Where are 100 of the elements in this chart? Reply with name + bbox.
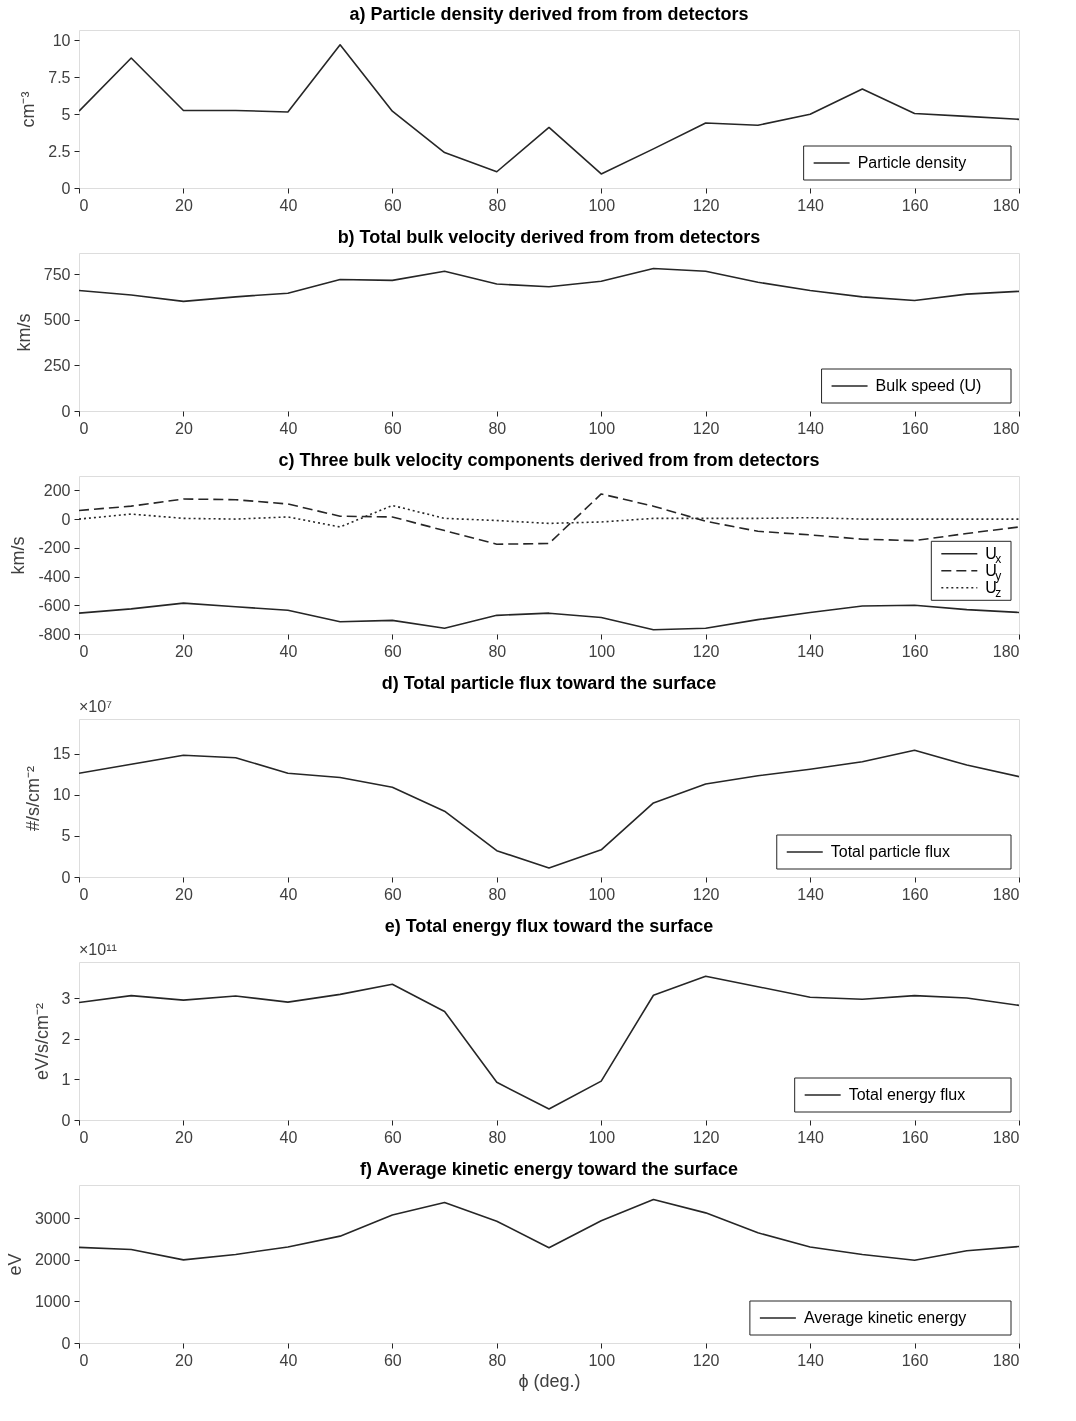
x-tick-label: 60 <box>383 885 402 903</box>
y-tick-label: -400 <box>38 568 71 586</box>
x-tick-label: 60 <box>383 1351 402 1369</box>
y-tick-label: 1 <box>61 1070 71 1088</box>
x-tick-label: 180 <box>992 1128 1020 1146</box>
x-tick-label: 20 <box>175 1351 193 1369</box>
x-tick-label: 80 <box>488 419 507 437</box>
x-tick-label: 80 <box>488 1351 507 1369</box>
x-tick-label: 160 <box>901 642 929 660</box>
y-tick-label: -200 <box>38 539 71 557</box>
x-tick-label: 140 <box>797 1128 825 1146</box>
y-axis-title: km/s <box>8 536 29 575</box>
x-tick-label: 120 <box>692 885 720 903</box>
x-tick-label: 40 <box>279 642 298 660</box>
x-tick-label: 100 <box>588 885 616 903</box>
y-tick-label: 0 <box>61 402 71 420</box>
legend-label: Total energy flux <box>848 1086 966 1103</box>
y-tick-label: 0 <box>61 1111 71 1129</box>
x-tick-label: 0 <box>79 1128 89 1146</box>
chart-title: f) Average kinetic energy toward the surface <box>360 1159 738 1179</box>
x-tick-label: 160 <box>901 1128 929 1146</box>
text: ×10¹¹ <box>79 941 117 958</box>
x-tick-label: 40 <box>279 196 298 214</box>
legend-label: Average kinetic energy <box>803 1309 967 1326</box>
x-tick-label: 0 <box>79 1351 89 1369</box>
y-tick-label: 15 <box>52 745 71 763</box>
y-tick-label: 3000 <box>34 1209 71 1227</box>
x-tick-label: 120 <box>692 1128 720 1146</box>
x-tick-label: 60 <box>383 642 402 660</box>
y-tick-label: 10 <box>52 31 71 49</box>
y-axis-title: eV/s/cm⁻² <box>31 1002 52 1081</box>
x-tick-label: 40 <box>279 419 298 437</box>
line-series <box>79 749 1019 869</box>
y-tick-label: 0 <box>61 179 71 197</box>
x-tick-label: 120 <box>692 419 720 437</box>
x-tick-label: 120 <box>692 196 720 214</box>
text: ×10⁷ <box>79 698 113 715</box>
legend-label: Bulk speed (U) <box>875 377 982 394</box>
x-tick-label: 160 <box>901 885 929 903</box>
y-tick-label: 750 <box>43 265 71 283</box>
chart-title: b) Total bulk velocity derived from from detectors <box>337 227 761 247</box>
x-tick-label: 160 <box>901 419 929 437</box>
x-tick-label: 140 <box>797 196 825 214</box>
x-tick-label: 0 <box>79 419 89 437</box>
x-tick-label: 40 <box>279 885 298 903</box>
line-series <box>79 602 1019 631</box>
y-tick-label: 200 <box>43 481 71 499</box>
chart-title: e) Total energy flux toward the surface <box>384 916 714 936</box>
x-tick-label: 140 <box>797 642 825 660</box>
x-tick-label: 180 <box>992 419 1020 437</box>
y-tick-label: 10 <box>52 786 71 804</box>
x-axis-title: ϕ (deg.) <box>518 1370 581 1391</box>
x-tick-label: 20 <box>175 885 193 903</box>
y-tick-label: 5 <box>61 105 71 123</box>
x-tick-label: 180 <box>992 885 1020 903</box>
x-tick-label: 80 <box>488 885 507 903</box>
line-series <box>79 267 1019 303</box>
y-tick-label: 2000 <box>34 1251 71 1269</box>
y-tick-label: -800 <box>38 625 71 643</box>
line-series <box>79 1198 1019 1262</box>
y-tick-label: 2.5 <box>48 142 71 160</box>
y-tick-label: 3 <box>61 989 71 1007</box>
x-tick-label: 100 <box>588 642 616 660</box>
y-axis-title: km/s <box>13 313 34 352</box>
x-tick-label: 80 <box>488 642 507 660</box>
x-tick-label: 80 <box>488 1128 507 1146</box>
x-tick-label: 0 <box>79 885 89 903</box>
y-tick-label: 500 <box>43 311 71 329</box>
y-axis-title: eV <box>4 1253 25 1276</box>
y-axis-title: #/s/cm⁻² <box>22 765 43 832</box>
x-tick-label: 0 <box>79 196 89 214</box>
x-tick-label: 100 <box>588 1128 616 1146</box>
x-tick-label: 20 <box>175 1128 193 1146</box>
y-tick-label: -600 <box>38 596 71 614</box>
y-tick-label: 1000 <box>34 1292 71 1310</box>
x-tick-label: 100 <box>588 196 616 214</box>
line-series <box>79 975 1019 1110</box>
x-tick-label: 120 <box>692 642 720 660</box>
y-tick-label: 5 <box>61 827 71 845</box>
y-tick-label: 2 <box>61 1030 71 1048</box>
x-tick-label: 20 <box>175 196 193 214</box>
x-tick-label: 120 <box>692 1351 720 1369</box>
x-tick-label: 140 <box>797 885 825 903</box>
x-tick-label: 180 <box>992 642 1020 660</box>
y-tick-label: 0 <box>61 868 71 886</box>
x-tick-label: 140 <box>797 1351 825 1369</box>
x-tick-label: 40 <box>279 1128 298 1146</box>
x-tick-label: 40 <box>279 1351 298 1369</box>
x-tick-label: 100 <box>588 419 616 437</box>
y-tick-label: 0 <box>61 1334 71 1352</box>
x-tick-label: 60 <box>383 196 402 214</box>
legend-label: Total particle flux <box>830 843 950 860</box>
x-tick-label: 100 <box>588 1351 616 1369</box>
x-tick-label: 140 <box>797 419 825 437</box>
x-tick-label: 180 <box>992 196 1020 214</box>
chart-title: c) Three bulk velocity components derived from from detectors <box>278 450 820 470</box>
chart-title: a) Particle density derived from from detectors <box>349 4 749 24</box>
x-tick-label: 160 <box>901 196 929 214</box>
x-tick-label: 20 <box>175 642 193 660</box>
y-tick-label: 0 <box>61 510 71 528</box>
